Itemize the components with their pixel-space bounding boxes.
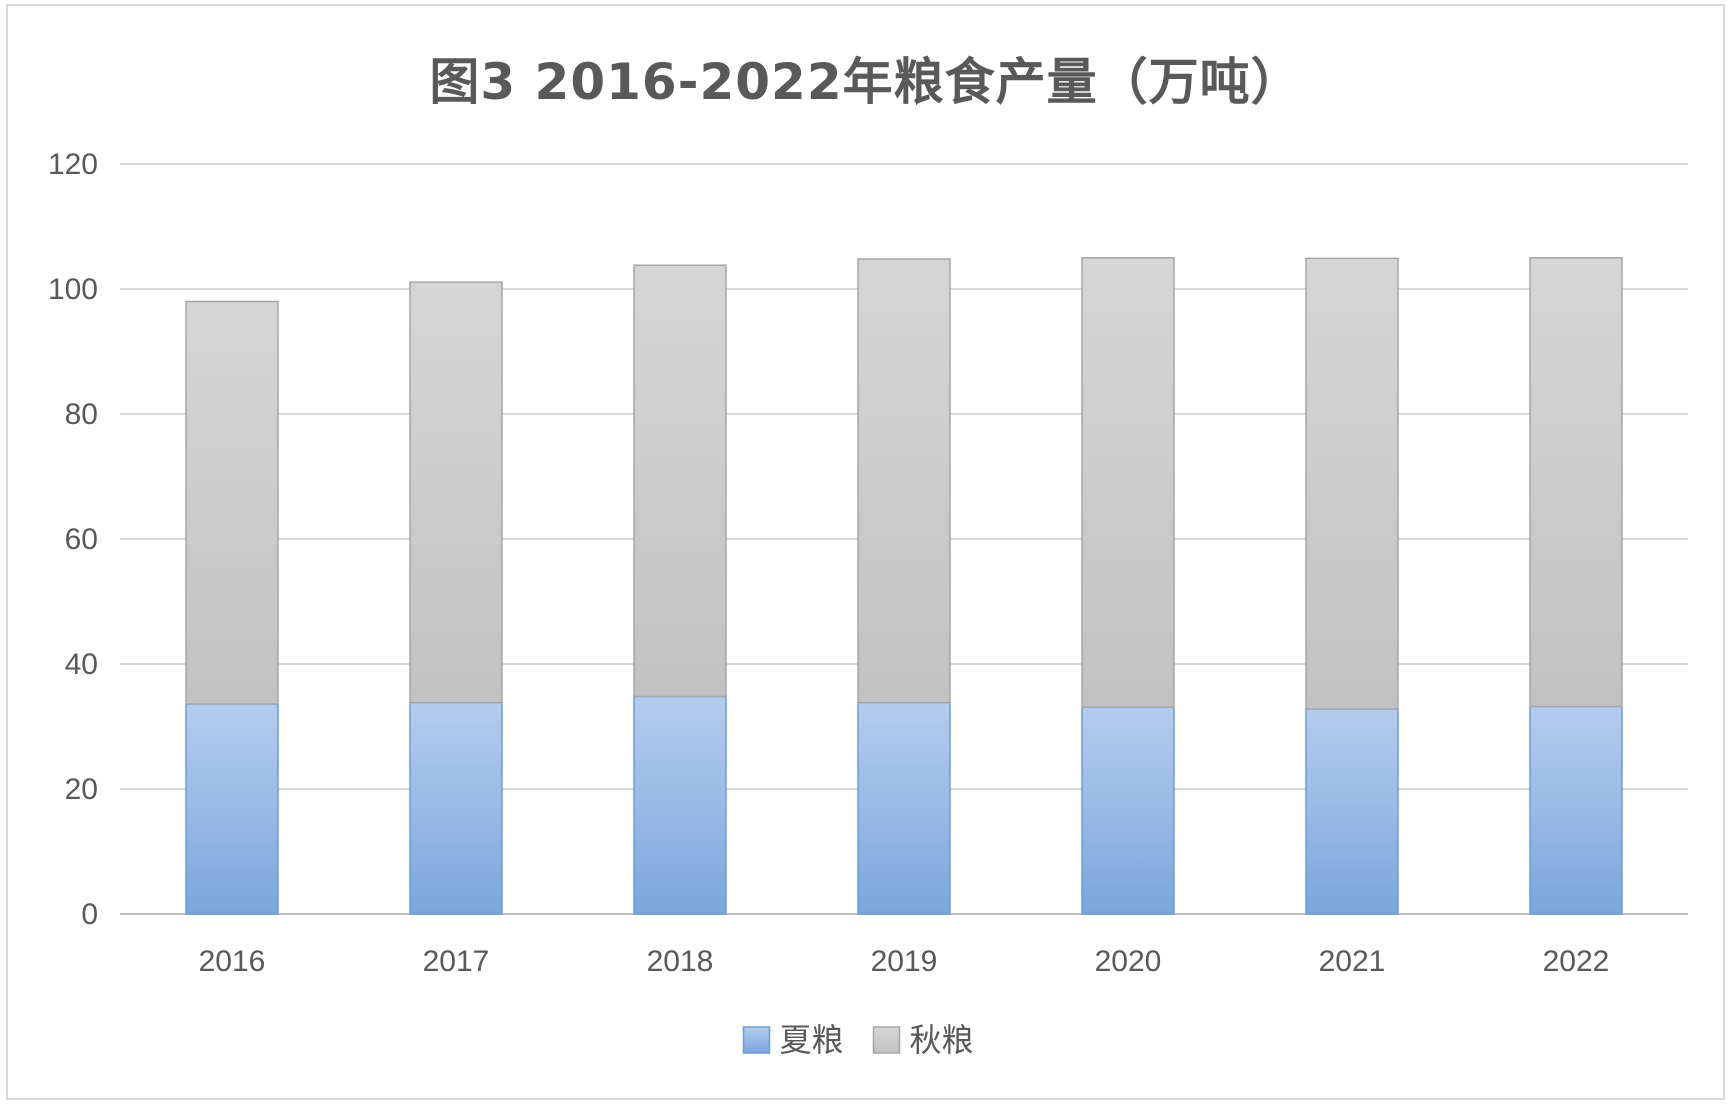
legend: 夏粮 秋粮 (742, 1021, 974, 1059)
bar-summer-2016 (185, 703, 279, 915)
y-tick-label: 40 (65, 648, 98, 681)
x-tick-label: 2018 (647, 945, 714, 978)
y-tick-label: 0 (81, 898, 98, 931)
y-tick-label: 20 (65, 773, 98, 806)
bars (185, 257, 1623, 915)
y-tick-label: 120 (48, 148, 98, 181)
bar-autumn-2017 (409, 281, 503, 704)
bar-autumn-2020 (1081, 257, 1175, 708)
x-tick-label: 2016 (199, 945, 266, 978)
bar-summer-2019 (857, 702, 951, 915)
legend-label-summer: 夏粮 (780, 1021, 844, 1059)
bar-autumn-2021 (1305, 257, 1399, 710)
y-tick-label: 80 (65, 398, 98, 431)
legend-swatch-autumn (872, 1026, 901, 1054)
bar-autumn-2022 (1529, 257, 1623, 708)
legend-label-autumn: 秋粮 (910, 1021, 974, 1059)
y-tick-label: 100 (48, 273, 98, 306)
x-tick-label: 2021 (1319, 945, 1386, 978)
bar-autumn-2019 (857, 258, 951, 704)
bar-summer-2022 (1529, 705, 1623, 915)
x-tick-label: 2020 (1095, 945, 1162, 978)
bar-autumn-2016 (185, 300, 279, 705)
legend-swatch-summer (742, 1026, 771, 1054)
chart-title: 图3 2016-2022年粮食产量（万吨） (429, 53, 1302, 111)
x-tick-label: 2019 (871, 945, 938, 978)
chart-frame: 图3 2016-2022年粮食产量（万吨） 0 20 40 60 80 100 120 20… (6, 4, 1725, 1100)
y-tick-label: 60 (65, 523, 98, 556)
x-axis-ticks: 2016 2017 2018 2019 2020 2021 2022 (199, 945, 1610, 978)
bar-summer-2018 (633, 695, 727, 915)
plot-area: 0 20 40 60 80 100 120 2016 2017 2018 2019 2020 2021… (48, 148, 1688, 1059)
y-axis-ticks: 0 20 40 60 80 100 120 (48, 148, 98, 931)
x-tick-label: 2017 (423, 945, 490, 978)
x-tick-label: 2022 (1543, 945, 1610, 978)
bar-summer-2020 (1081, 706, 1175, 915)
bar-summer-2017 (409, 702, 503, 915)
bar-summer-2021 (1305, 708, 1399, 915)
bar-autumn-2018 (633, 264, 727, 698)
